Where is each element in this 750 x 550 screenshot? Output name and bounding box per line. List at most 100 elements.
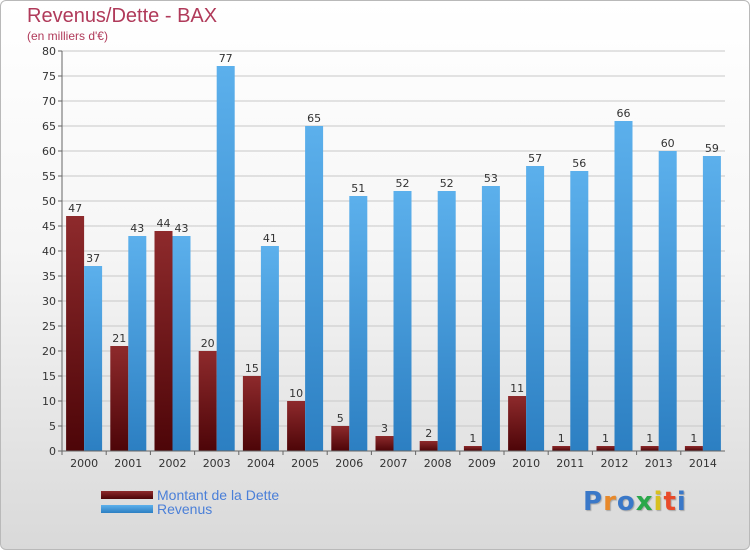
data-label-debt: 15 xyxy=(245,362,259,375)
bar-debt xyxy=(110,346,129,451)
chart-title: Revenus/Dette - BAX xyxy=(27,5,218,27)
data-label-revenue: 43 xyxy=(130,222,144,235)
bar-revenue xyxy=(216,66,235,451)
bar-debt xyxy=(419,441,438,451)
bar-debt xyxy=(154,231,173,451)
x-tick-label: 2007 xyxy=(380,457,408,470)
bar-debt xyxy=(66,216,85,451)
bar-revenue xyxy=(437,191,456,451)
y-tick-label: 0 xyxy=(49,445,56,458)
x-tick-label: 2003 xyxy=(203,457,231,470)
data-label-debt: 1 xyxy=(602,432,609,445)
x-tick-label: 2014 xyxy=(689,457,717,470)
bar-debt xyxy=(552,446,571,451)
y-tick-label: 75 xyxy=(42,70,56,83)
y-tick-label: 80 xyxy=(42,45,56,58)
bars xyxy=(66,66,721,451)
x-tick-label: 2008 xyxy=(424,457,452,470)
data-label-revenue: 43 xyxy=(175,222,189,235)
y-tick-label: 70 xyxy=(42,95,56,108)
bar-debt xyxy=(508,396,527,451)
data-label-debt: 20 xyxy=(201,337,215,350)
bar-revenue xyxy=(260,246,279,451)
data-label-revenue: 52 xyxy=(396,177,410,190)
y-tick-label: 10 xyxy=(42,395,56,408)
data-label-revenue: 66 xyxy=(617,107,631,120)
legend-label-revenue: Revenus xyxy=(157,501,213,517)
data-label-debt: 44 xyxy=(157,217,171,230)
data-label-revenue: 53 xyxy=(484,172,498,185)
bar-revenue xyxy=(128,236,147,451)
y-tick-label: 60 xyxy=(42,145,56,158)
x-tick-label: 2006 xyxy=(335,457,363,470)
bar-debt xyxy=(375,436,394,451)
x-tick-label: 2010 xyxy=(512,457,540,470)
legend-item-debt: Montant de la Dette xyxy=(101,487,401,505)
data-label-revenue: 77 xyxy=(219,52,233,65)
data-label-revenue: 57 xyxy=(528,152,542,165)
y-tick-label: 35 xyxy=(42,270,56,283)
bar-revenue xyxy=(570,171,589,451)
legend-swatch-revenue xyxy=(101,505,153,513)
bar-revenue xyxy=(526,166,545,451)
data-label-revenue: 51 xyxy=(351,182,365,195)
data-label-revenue: 37 xyxy=(86,252,100,265)
bar-debt xyxy=(287,401,306,451)
legend-item-revenue: Revenus xyxy=(101,501,401,519)
legend-label-debt: Montant de la Dette xyxy=(157,487,280,503)
bar-revenue xyxy=(305,126,324,451)
bar-debt xyxy=(463,446,482,451)
data-label-revenue: 59 xyxy=(705,142,719,155)
bar-debt xyxy=(596,446,615,451)
y-tick-label: 50 xyxy=(42,195,56,208)
x-tick-label: 2004 xyxy=(247,457,275,470)
bar-revenue xyxy=(172,236,191,451)
bar-revenue xyxy=(658,151,677,451)
bar-debt xyxy=(242,376,261,451)
data-label-debt: 21 xyxy=(112,332,126,345)
data-label-debt: 1 xyxy=(690,432,697,445)
y-tick-label: 5 xyxy=(49,420,56,433)
data-label-debt: 2 xyxy=(425,427,432,440)
chart-subtitle: (en milliers d'€) xyxy=(27,29,108,43)
bar-revenue xyxy=(349,196,368,451)
x-tick-label: 2011 xyxy=(556,457,584,470)
y-tick-label: 45 xyxy=(42,220,56,233)
data-label-debt: 1 xyxy=(558,432,565,445)
x-tick-label: 2009 xyxy=(468,457,496,470)
bar-debt xyxy=(331,426,350,451)
bar-revenue xyxy=(393,191,412,451)
data-label-revenue: 56 xyxy=(572,157,586,170)
x-tick-label: 2000 xyxy=(70,457,98,470)
y-tick-label: 55 xyxy=(42,170,56,183)
bar-revenue xyxy=(614,121,633,451)
data-label-revenue: 41 xyxy=(263,232,277,245)
x-tick-label: 2002 xyxy=(159,457,187,470)
proxiti-logo: Proxiti xyxy=(583,487,687,517)
data-label-debt: 47 xyxy=(68,202,82,215)
y-tick-label: 20 xyxy=(42,345,56,358)
legend-swatch-debt xyxy=(101,491,153,499)
data-label-debt: 10 xyxy=(289,387,303,400)
y-tick-label: 25 xyxy=(42,320,56,333)
y-tick-label: 15 xyxy=(42,370,56,383)
bar-debt xyxy=(640,446,659,451)
x-tick-label: 2012 xyxy=(601,457,629,470)
data-label-revenue: 52 xyxy=(440,177,454,190)
bar-revenue xyxy=(702,156,721,451)
y-tick-label: 40 xyxy=(42,245,56,258)
bar-debt xyxy=(198,351,217,451)
data-label-debt: 1 xyxy=(646,432,653,445)
data-label-revenue: 65 xyxy=(307,112,321,125)
bar-revenue xyxy=(481,186,500,451)
y-tick-label: 30 xyxy=(42,295,56,308)
bar-debt xyxy=(684,446,703,451)
bar-revenue xyxy=(84,266,103,451)
data-label-revenue: 60 xyxy=(661,137,675,150)
data-label-debt: 5 xyxy=(337,412,344,425)
y-tick-label: 65 xyxy=(42,120,56,133)
data-label-debt: 1 xyxy=(469,432,476,445)
